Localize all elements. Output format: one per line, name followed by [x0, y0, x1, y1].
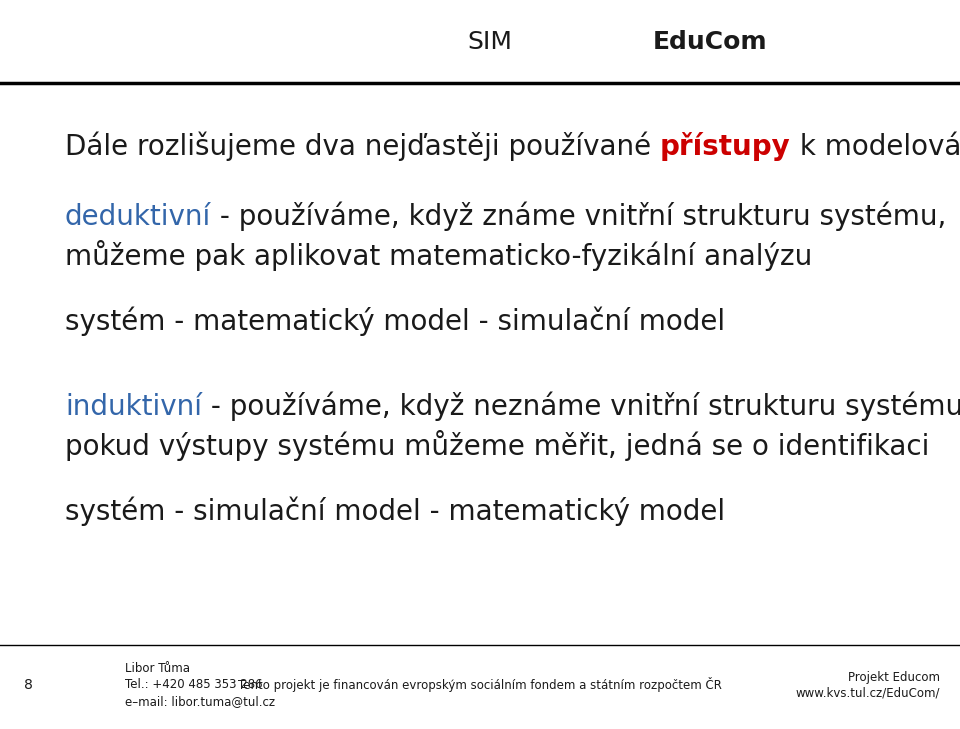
Text: EduCom: EduCom [653, 30, 767, 54]
Text: Libor Tůma
Tel.: +420 485 353 286
e–mail: libor.tuma@tul.cz: Libor Tůma Tel.: +420 485 353 286 e–mail… [125, 661, 276, 709]
Text: systém - matematický model - simulační model: systém - matematický model - simulační m… [65, 306, 725, 336]
Text: deduktivní: deduktivní [65, 203, 211, 231]
Text: SIM: SIM [468, 30, 513, 54]
Text: - používáme, když známe vnitřní strukturu systému,: - používáme, když známe vnitřní struktur… [211, 201, 947, 231]
Text: Tento projekt je financován evropským sociálním fondem a státním rozpočtem ČR: Tento projekt je financován evropským so… [238, 677, 722, 693]
Text: k modelování:: k modelování: [791, 133, 960, 161]
Text: systém - simulační model - matematický model: systém - simulační model - matematický m… [65, 496, 725, 526]
Text: pokud výstupy systému můžeme měřit, jedná se o identifikaci: pokud výstupy systému můžeme měřit, jedn… [65, 430, 929, 461]
Text: můžeme pak aplikovat matematicko-fyzikální analýzu: můžeme pak aplikovat matematicko-fyzikál… [65, 240, 812, 271]
Text: induktivní: induktivní [65, 393, 202, 421]
Text: Dále rozlišujeme dva nejďastěji používané: Dále rozlišujeme dva nejďastěji používan… [65, 131, 660, 161]
Text: Projekt Educom
www.kvs.tul.cz/EduCom/: Projekt Educom www.kvs.tul.cz/EduCom/ [796, 671, 940, 699]
Text: přístupy: přístupy [660, 132, 791, 161]
Text: 8: 8 [24, 678, 33, 692]
Text: - používáme, když neznáme vnitřní strukturu systému,: - používáme, když neznáme vnitřní strukt… [202, 391, 960, 421]
